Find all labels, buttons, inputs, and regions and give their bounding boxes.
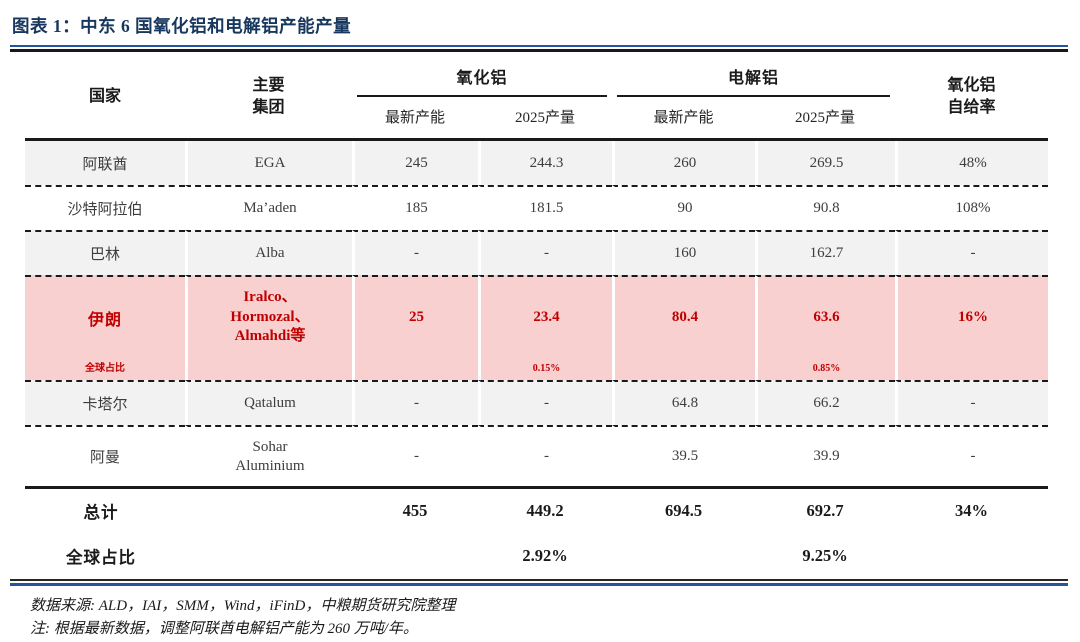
share-group-empty xyxy=(185,532,352,579)
iran-alumina-capacity: 25 xyxy=(409,309,424,325)
header-alumina-latest-capacity: 最新产能 xyxy=(352,97,478,141)
total-self-sufficiency: 34% xyxy=(895,486,1049,532)
data-source-note: 数据来源: ALD，IAI，SMM，Wind，iFinD，中粮期货研究院整理 xyxy=(30,598,456,614)
header-self-sufficiency: 氧化铝 自给率 xyxy=(895,55,1049,141)
total-group-empty xyxy=(185,486,352,532)
global-share-label: 全球占比 xyxy=(66,547,136,567)
cell-aluminum-output: 63.6 0.85% xyxy=(755,275,896,380)
cell-country: 巴林 xyxy=(25,230,185,275)
table-row-oman: 阿曼 Sohar Aluminium - - 39.5 39.9 - xyxy=(25,425,1049,486)
header-aluminum-2025-output: 2025产量 xyxy=(755,97,896,141)
table-row-iran-highlighted: 伊朗 全球占比 Iralco、 Hormozal、 Almahdi等 25 23… xyxy=(25,275,1049,380)
title-rule xyxy=(10,45,1068,52)
share-alumina-output: 2.92% xyxy=(522,545,568,565)
cell-self-sufficiency: 16% xyxy=(895,275,1049,380)
header-main-group: 主要 集团 xyxy=(185,55,352,141)
capacity-production-table: 国家 主要 集团 氧化铝 电解铝 氧化铝 自给率 最新产能 2025产量 最新产… xyxy=(25,55,1049,579)
cell-aluminum-capacity: 39.5 xyxy=(612,425,756,486)
cell-alumina-capacity: - xyxy=(352,230,478,275)
cell-alumina-output: 23.4 0.15% xyxy=(478,275,613,380)
cell-aluminum-output: 162.7 xyxy=(755,230,896,275)
table-header: 国家 主要 集团 氧化铝 电解铝 氧化铝 自给率 最新产能 2025产量 最新产… xyxy=(25,55,1049,141)
cell-group: Sohar Aluminium xyxy=(185,425,352,486)
cell-aluminum-output: 90.8 xyxy=(755,185,896,230)
table-row-total: 总计 455 449.2 694.5 692.7 34% xyxy=(25,486,1049,532)
table-row-saudi-arabia: 沙特阿拉伯 Ma’aden 185 181.5 90 90.8 108% xyxy=(25,185,1049,230)
total-aluminum-capacity: 694.5 xyxy=(612,486,756,532)
cell-aluminum-capacity: 90 xyxy=(612,185,756,230)
header-aluminum-latest-capacity: 最新产能 xyxy=(612,97,756,141)
iran-self-sufficiency: 16% xyxy=(958,309,989,325)
total-alumina-capacity: 455 xyxy=(352,486,478,532)
cell-country: 沙特阿拉伯 xyxy=(25,185,185,230)
cell-self-sufficiency: 108% xyxy=(895,185,1049,230)
header-alumina-2025-output: 2025产量 xyxy=(478,97,613,141)
share-self-sufficiency-empty xyxy=(895,532,1048,579)
cell-country: 阿联酋 xyxy=(25,141,185,185)
header-country: 国家 xyxy=(25,55,185,141)
header-alumina-group: 氧化铝 xyxy=(352,55,612,97)
share-alumina-capacity-empty xyxy=(352,532,478,579)
cell-group: Ma’aden xyxy=(185,185,352,230)
cell-alumina-output: - xyxy=(478,230,613,275)
cell-alumina-capacity: - xyxy=(352,380,478,425)
cell-alumina-output: 244.3 xyxy=(478,141,613,185)
header-aluminum-group-label: 电解铝 xyxy=(617,55,891,97)
cell-aluminum-capacity: 260 xyxy=(612,141,756,185)
cell-aluminum-capacity: 160 xyxy=(612,230,756,275)
cell-alumina-capacity: 185 xyxy=(352,185,478,230)
iran-alumina-output: 23.4 xyxy=(533,309,560,325)
cell-group: EGA xyxy=(185,141,352,185)
figure-footer: 数据来源: ALD，IAI，SMM，Wind，iFinD，中粮期货研究院整理 注… xyxy=(30,595,1068,642)
cell-aluminum-capacity: 64.8 xyxy=(612,380,756,425)
cell-country: 伊朗 全球占比 xyxy=(25,275,185,380)
iran-alumina-global-share: 0.15% xyxy=(532,363,561,374)
header-alumina-group-label: 氧化铝 xyxy=(357,55,608,97)
cell-self-sufficiency: - xyxy=(895,230,1049,275)
cell-group: Alba xyxy=(185,230,352,275)
footer-rule xyxy=(10,579,1068,586)
iran-aluminum-global-share: 0.85% xyxy=(812,363,841,374)
iran-country-label: 伊朗 xyxy=(87,311,122,329)
figure-title: 图表 1：中东 6 国氧化铝和电解铝产能产量 xyxy=(12,16,352,36)
table-body: 阿联酋 EGA 245 244.3 260 269.5 48% 沙特阿拉伯 Ma… xyxy=(25,141,1049,486)
cell-aluminum-output: 39.9 xyxy=(755,425,896,486)
iran-aluminum-capacity: 80.4 xyxy=(671,309,699,325)
cell-group: Iralco、 Hormozal、 Almahdi等 xyxy=(185,275,352,380)
iran-aluminum-output: 63.6 xyxy=(813,309,840,325)
table-summary: 总计 455 449.2 694.5 692.7 34% 全球占比 2.92% … xyxy=(25,486,1049,579)
cell-alumina-capacity: 245 xyxy=(352,141,478,185)
cell-alumina-output: - xyxy=(478,380,613,425)
cell-self-sufficiency: 48% xyxy=(895,141,1049,185)
share-aluminum-capacity-empty xyxy=(612,532,755,579)
share-aluminum-output: 9.25% xyxy=(802,545,848,565)
adjustment-note: 注: 根据最新数据，调整阿联酋电解铝产能为 260 万吨/年。 xyxy=(30,621,418,638)
cell-alumina-capacity: - xyxy=(352,425,478,486)
cell-alumina-output: - xyxy=(478,425,613,486)
table-row-uae: 阿联酋 EGA 245 244.3 260 269.5 48% xyxy=(25,141,1049,185)
cell-aluminum-capacity: 80.4 xyxy=(612,275,756,380)
cell-country: 卡塔尔 xyxy=(25,380,185,425)
total-alumina-output: 449.2 xyxy=(478,486,613,532)
table-row-bahrain: 巴林 Alba - - 160 162.7 - xyxy=(25,230,1049,275)
total-label: 总计 xyxy=(25,486,185,532)
cell-self-sufficiency: - xyxy=(895,425,1049,486)
cell-aluminum-output: 269.5 xyxy=(755,141,896,185)
table-row-global-share: 全球占比 2.92% 9.25% xyxy=(25,532,1048,579)
cell-alumina-output: 181.5 xyxy=(478,185,613,230)
cell-alumina-capacity: 25 xyxy=(352,275,478,380)
global-share-sublabel: 全球占比 xyxy=(85,363,125,374)
cell-group: Qatalum xyxy=(185,380,352,425)
cell-aluminum-output: 66.2 xyxy=(755,380,896,425)
iran-group-label: Iralco、 Hormozal、 Almahdi等 xyxy=(230,289,310,345)
cell-country: 阿曼 xyxy=(25,425,185,486)
header-aluminum-group: 电解铝 xyxy=(612,55,895,97)
table-row-qatar: 卡塔尔 Qatalum - - 64.8 66.2 - xyxy=(25,380,1049,425)
total-aluminum-output: 692.7 xyxy=(755,486,896,532)
cell-self-sufficiency: - xyxy=(895,380,1049,425)
